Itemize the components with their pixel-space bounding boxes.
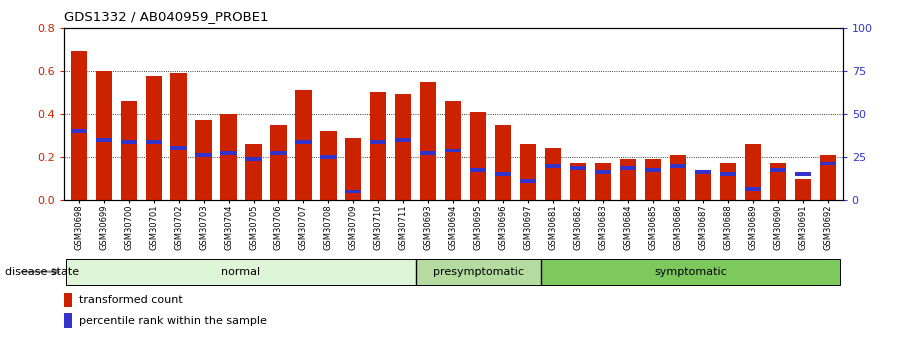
- Bar: [345, 138, 362, 200]
- Bar: [670, 164, 686, 168]
- Bar: [770, 168, 786, 172]
- Bar: [321, 131, 336, 200]
- Bar: [445, 101, 461, 200]
- Bar: [170, 146, 187, 150]
- Bar: [695, 170, 711, 174]
- Text: transformed count: transformed count: [79, 295, 182, 305]
- Bar: [570, 164, 586, 200]
- Bar: [670, 155, 686, 200]
- Bar: [146, 76, 162, 200]
- Text: disease state: disease state: [5, 267, 78, 277]
- Bar: [271, 151, 287, 155]
- Bar: [820, 161, 835, 165]
- Bar: [720, 172, 736, 176]
- Bar: [570, 166, 586, 170]
- Bar: [71, 51, 87, 200]
- Bar: [71, 129, 87, 133]
- Bar: [220, 114, 237, 200]
- Bar: [271, 125, 287, 200]
- Bar: [470, 112, 486, 200]
- Bar: [495, 125, 511, 200]
- Bar: [720, 164, 736, 200]
- Bar: [619, 166, 636, 170]
- Bar: [520, 179, 537, 183]
- Bar: [744, 187, 761, 191]
- Bar: [395, 138, 412, 142]
- Bar: [196, 120, 211, 200]
- Bar: [420, 151, 436, 155]
- Bar: [170, 73, 187, 200]
- Bar: [820, 155, 835, 200]
- Bar: [120, 140, 137, 144]
- Text: percentile rank within the sample: percentile rank within the sample: [79, 316, 267, 326]
- Bar: [545, 148, 561, 200]
- Bar: [595, 164, 611, 200]
- Bar: [96, 138, 112, 142]
- Bar: [645, 168, 661, 172]
- Text: symptomatic: symptomatic: [654, 267, 727, 277]
- Bar: [64, 293, 72, 307]
- Bar: [196, 153, 211, 157]
- Bar: [345, 189, 362, 194]
- Bar: [520, 144, 537, 200]
- Bar: [245, 144, 261, 200]
- Bar: [770, 164, 786, 200]
- Bar: [420, 81, 436, 200]
- Bar: [146, 140, 162, 144]
- Bar: [295, 140, 312, 144]
- Text: normal: normal: [221, 267, 261, 277]
- Bar: [545, 164, 561, 168]
- Bar: [695, 170, 711, 200]
- Bar: [370, 92, 386, 200]
- Text: GDS1332 / AB040959_PROBE1: GDS1332 / AB040959_PROBE1: [64, 10, 268, 23]
- Bar: [495, 172, 511, 176]
- Bar: [64, 313, 72, 328]
- Bar: [645, 159, 661, 200]
- Bar: [415, 259, 540, 285]
- Bar: [67, 259, 415, 285]
- Bar: [540, 259, 840, 285]
- Bar: [470, 168, 486, 172]
- Bar: [794, 179, 811, 200]
- Bar: [220, 151, 237, 155]
- Bar: [245, 157, 261, 161]
- Bar: [619, 159, 636, 200]
- Bar: [295, 90, 312, 200]
- Bar: [744, 144, 761, 200]
- Bar: [321, 155, 336, 159]
- Bar: [370, 140, 386, 144]
- Text: presymptomatic: presymptomatic: [433, 267, 524, 277]
- Bar: [595, 170, 611, 174]
- Bar: [395, 95, 412, 200]
- Bar: [120, 101, 137, 200]
- Bar: [794, 172, 811, 176]
- Bar: [96, 71, 112, 200]
- Bar: [445, 149, 461, 152]
